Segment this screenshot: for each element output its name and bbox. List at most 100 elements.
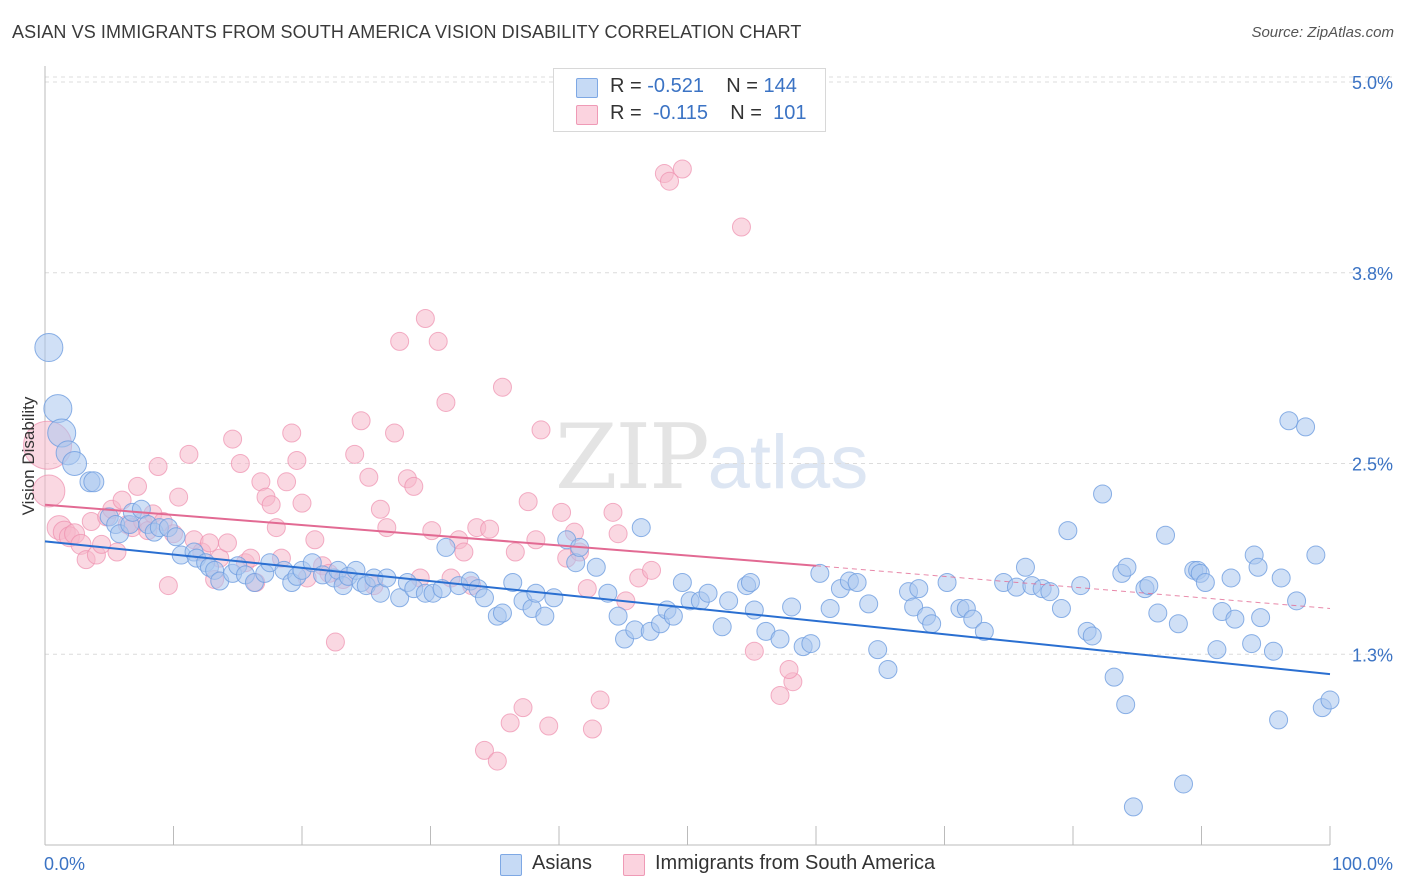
- point-asians: [1221, 568, 1241, 588]
- point-asians: [782, 597, 802, 617]
- axis-labels: 1.3% 2.5% 3.8% 5.0% 0.0% 100.0% Vision Disabil…: [19, 73, 1393, 874]
- point-asians: [1071, 576, 1091, 596]
- point-asians: [62, 451, 88, 476]
- point-asians: [868, 640, 888, 660]
- point-immigrants: [351, 411, 371, 431]
- legend-r-value: -0.521: [647, 75, 704, 97]
- point-asians: [1040, 582, 1060, 602]
- point-immigrants: [492, 377, 512, 397]
- point-immigrants: [415, 309, 435, 329]
- legend-text-asians: R = -0.521 N = 144: [610, 75, 797, 98]
- point-immigrants: [454, 542, 474, 562]
- point-asians: [770, 629, 790, 649]
- point-immigrants: [603, 502, 623, 522]
- y-tick-label: 2.5%: [1352, 455, 1393, 475]
- point-asians: [1248, 557, 1268, 577]
- point-immigrants: [305, 530, 325, 550]
- y-tick-label: 3.8%: [1352, 264, 1393, 284]
- point-immigrants: [277, 472, 297, 492]
- point-immigrants: [436, 392, 456, 412]
- point-immigrants: [390, 331, 410, 351]
- point-immigrants: [422, 521, 442, 541]
- point-immigrants: [500, 713, 520, 733]
- point-asians: [598, 583, 618, 603]
- point-asians: [166, 527, 186, 547]
- point-asians: [1306, 545, 1326, 565]
- point-immigrants: [179, 444, 199, 464]
- point-immigrants: [148, 457, 168, 477]
- point-asians: [586, 557, 606, 577]
- point-asians: [719, 591, 739, 611]
- point-immigrants: [385, 423, 405, 443]
- point-immigrants: [672, 159, 692, 179]
- point-asians: [740, 573, 760, 593]
- point-immigrants: [287, 450, 307, 470]
- point-asians: [83, 471, 105, 493]
- point-immigrants: [526, 530, 546, 550]
- point-immigrants: [107, 542, 127, 562]
- point-asians: [1225, 609, 1245, 629]
- point-asians: [974, 621, 994, 641]
- chart-source: Source: ZipAtlas.com: [1251, 24, 1394, 41]
- point-asians: [922, 614, 942, 634]
- legend-swatch-asians: [576, 78, 598, 98]
- point-asians: [937, 573, 957, 593]
- point-immigrants: [261, 495, 281, 515]
- point-immigrants: [404, 476, 424, 496]
- point-immigrants: [608, 524, 628, 544]
- point-asians: [608, 606, 628, 626]
- bottom-legend-label-asians: Asians: [532, 852, 593, 874]
- point-immigrants: [217, 533, 237, 553]
- point-asians: [663, 606, 683, 626]
- point-asians: [1320, 690, 1340, 710]
- point-asians: [535, 606, 555, 626]
- point-immigrants: [487, 751, 507, 771]
- point-asians: [1116, 695, 1136, 715]
- point-immigrants: [480, 519, 500, 539]
- point-immigrants: [199, 533, 219, 553]
- point-immigrants: [345, 444, 365, 464]
- x-tick-label: 100.0%: [1332, 854, 1393, 874]
- point-asians: [43, 394, 73, 424]
- correlation-legend: R = -0.521 N = 144 R = -0.115 N = 101: [553, 68, 826, 132]
- point-asians: [436, 537, 456, 557]
- trend-lines: [44, 503, 1331, 676]
- point-asians: [1104, 667, 1124, 687]
- point-immigrants: [577, 579, 597, 599]
- bottom-legend-label-immigrants: Immigrants from South America: [655, 852, 936, 874]
- zipatlas-watermark: ZIPatlas: [555, 405, 868, 510]
- y-tick-label: 1.3%: [1352, 645, 1393, 665]
- chart-title: ASIAN VS IMMIGRANTS FROM SOUTH AMERICA V…: [12, 22, 802, 42]
- watermark-atlas: atlas: [707, 420, 869, 505]
- point-asians: [302, 553, 322, 573]
- point-asians: [1279, 411, 1299, 431]
- point-asians: [878, 660, 898, 680]
- point-immigrants: [513, 698, 533, 718]
- point-asians: [847, 573, 867, 593]
- point-immigrants: [169, 487, 189, 507]
- point-immigrants: [552, 502, 572, 522]
- legend-n-label: N =: [726, 75, 758, 97]
- point-immigrants: [325, 632, 345, 652]
- point-asians: [1117, 557, 1137, 577]
- point-asians: [1156, 525, 1176, 545]
- point-immigrants: [158, 576, 178, 596]
- legend-n-value: 144: [763, 75, 797, 97]
- point-immigrants: [582, 719, 602, 739]
- point-asians: [1168, 614, 1188, 634]
- point-immigrants: [282, 423, 302, 443]
- point-asians: [909, 579, 929, 599]
- point-asians: [1015, 557, 1035, 577]
- point-asians: [1148, 603, 1168, 623]
- point-asians: [1139, 576, 1159, 596]
- point-asians: [1263, 641, 1283, 661]
- legend-n-value: 101: [773, 102, 807, 124]
- point-asians: [1058, 521, 1078, 541]
- legend-text-immigrants: R = -0.115 N = 101: [610, 102, 806, 125]
- y-axis-title: Vision Disability: [19, 396, 38, 515]
- point-asians: [1174, 774, 1194, 794]
- point-immigrants: [660, 171, 680, 191]
- point-asians: [859, 594, 879, 614]
- point-asians: [1207, 640, 1227, 660]
